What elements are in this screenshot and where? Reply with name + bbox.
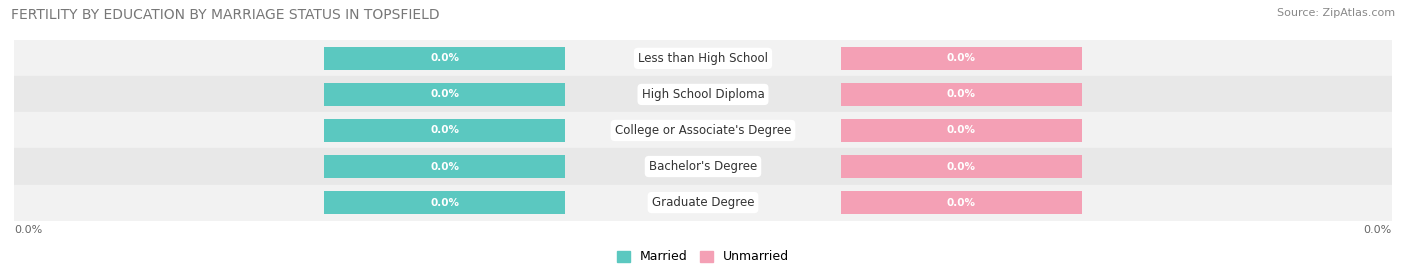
Bar — [14, 148, 1392, 185]
Text: FERTILITY BY EDUCATION BY MARRIAGE STATUS IN TOPSFIELD: FERTILITY BY EDUCATION BY MARRIAGE STATU… — [11, 8, 440, 22]
Text: 0.0%: 0.0% — [430, 161, 460, 172]
Bar — [14, 76, 1392, 112]
Bar — [841, 119, 1083, 142]
Bar — [841, 83, 1083, 106]
Text: High School Diploma: High School Diploma — [641, 88, 765, 101]
Bar — [841, 155, 1083, 178]
Bar — [841, 191, 1083, 214]
Text: College or Associate's Degree: College or Associate's Degree — [614, 124, 792, 137]
Bar — [323, 119, 565, 142]
Text: 0.0%: 0.0% — [946, 89, 976, 100]
Text: 0.0%: 0.0% — [1364, 225, 1392, 235]
Text: 0.0%: 0.0% — [946, 197, 976, 208]
Bar — [323, 155, 565, 178]
Legend: Married, Unmarried: Married, Unmarried — [612, 245, 794, 268]
Text: Bachelor's Degree: Bachelor's Degree — [650, 160, 756, 173]
Text: 0.0%: 0.0% — [430, 197, 460, 208]
Bar — [323, 83, 565, 106]
Text: Graduate Degree: Graduate Degree — [652, 196, 754, 209]
Text: 0.0%: 0.0% — [430, 89, 460, 100]
Text: 0.0%: 0.0% — [946, 125, 976, 136]
Text: 0.0%: 0.0% — [430, 53, 460, 63]
Text: Source: ZipAtlas.com: Source: ZipAtlas.com — [1277, 8, 1395, 18]
Text: 0.0%: 0.0% — [946, 53, 976, 63]
Text: Less than High School: Less than High School — [638, 52, 768, 65]
Text: 0.0%: 0.0% — [430, 125, 460, 136]
Text: 0.0%: 0.0% — [946, 161, 976, 172]
Text: 0.0%: 0.0% — [14, 225, 42, 235]
Bar — [14, 185, 1392, 221]
Bar — [14, 40, 1392, 76]
Bar — [323, 191, 565, 214]
Bar — [14, 112, 1392, 148]
Bar — [841, 47, 1083, 70]
Bar — [323, 47, 565, 70]
